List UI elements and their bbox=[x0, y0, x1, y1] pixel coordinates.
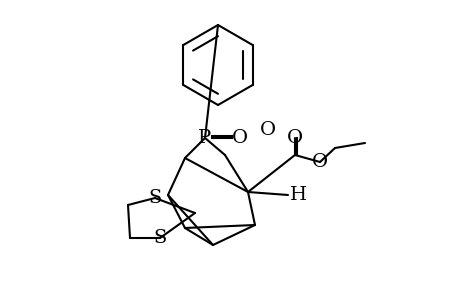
Text: H: H bbox=[289, 186, 306, 204]
Text: S: S bbox=[148, 189, 161, 207]
Text: O: O bbox=[231, 129, 247, 147]
Text: S: S bbox=[153, 229, 166, 247]
Text: O: O bbox=[311, 153, 327, 171]
Text: P: P bbox=[198, 129, 211, 147]
Text: O: O bbox=[286, 129, 302, 147]
Text: O: O bbox=[259, 121, 275, 139]
